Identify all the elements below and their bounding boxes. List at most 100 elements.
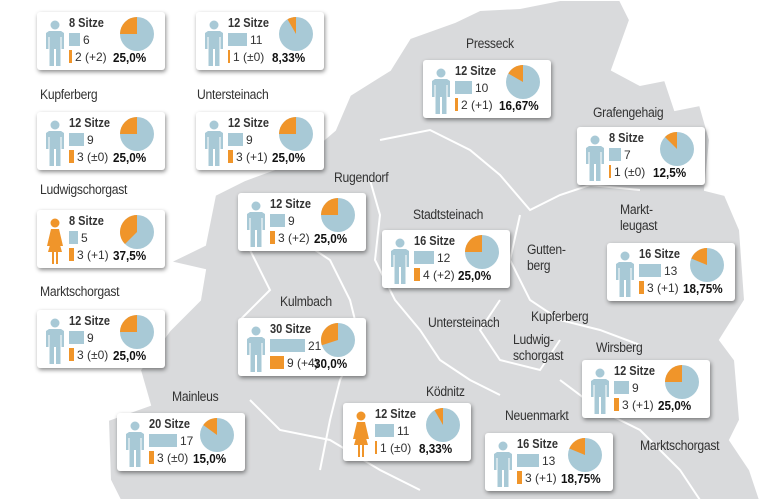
women-share-percent: 15,0%: [193, 451, 227, 466]
women-row: 3 (±0): [149, 450, 189, 465]
women-row: 2 (+1): [455, 98, 493, 112]
male-person-icon: [493, 441, 513, 492]
women-share-percent: 16,67%: [499, 98, 539, 113]
male-person-icon: [204, 120, 224, 171]
place-label-marktschorgast-left: Marktschorgast: [40, 284, 120, 299]
women-count: 3 (±0): [77, 347, 109, 362]
women-count: 3 (+2): [278, 230, 310, 245]
seat-card-rugendorf: 12 Sitze 9 3 (+2) 25,0%: [238, 193, 366, 251]
men-count: 13: [664, 263, 678, 278]
male-person-icon: [585, 135, 605, 186]
women-count: 3 (+1): [77, 247, 109, 262]
men-row: 10: [455, 81, 488, 95]
men-count: 11: [397, 423, 410, 438]
women-share-percent: 8,33%: [419, 441, 453, 456]
women-bar: [69, 348, 74, 361]
men-count: 9: [87, 330, 94, 345]
seat-count: 12 Sitze: [375, 407, 416, 421]
women-bar: [228, 50, 230, 63]
women-share-percent: 8,33%: [272, 50, 306, 65]
women-row: 3 (+1): [228, 150, 268, 164]
pie-women-slice: [120, 215, 137, 245]
place-label-marktschorgast-map: Marktschorgast: [640, 438, 720, 453]
women-share-pie: [119, 16, 155, 57]
women-bar: [69, 50, 72, 63]
men-row: 9: [69, 132, 94, 147]
women-share-percent: 30,0%: [314, 356, 348, 371]
men-count: 9: [288, 213, 295, 228]
women-share-percent: 25,0%: [314, 231, 348, 246]
women-row: 3 (+1): [639, 281, 679, 295]
men-count: 5: [81, 230, 88, 245]
seat-count: 8 Sitze: [69, 214, 104, 228]
male-person-icon: [390, 238, 410, 289]
pie-women-slice: [665, 365, 682, 382]
men-row: 12: [414, 251, 450, 265]
seat-card-untersteinach: 12 Sitze 9 3 (+1) 25,0%: [196, 112, 324, 170]
women-share-pie: [119, 116, 155, 157]
women-count: 3 (±0): [157, 450, 189, 465]
seat-count: 16 Sitze: [639, 247, 680, 261]
seat-card-wirsberg: 12 Sitze 9 3 (+1) 25,0%: [582, 360, 710, 418]
seat-card-marktleugast: 16 Sitze 13 3 (+1) 18,75%: [607, 243, 735, 301]
men-bar: [375, 424, 394, 437]
place-label-stadtsteinach: Stadtsteinach: [413, 207, 484, 222]
men-bar: [69, 133, 84, 146]
women-share-percent: 25,0%: [272, 150, 306, 165]
women-count: 3 (+1): [525, 470, 557, 485]
seat-count: 16 Sitze: [414, 234, 455, 248]
seat-count: 12 Sitze: [614, 364, 655, 378]
women-share-percent: 18,75%: [561, 471, 601, 486]
women-row: 2 (+2): [69, 49, 107, 64]
women-bar: [639, 281, 644, 294]
place-label-guttenberg: Gutten- berg: [527, 242, 566, 273]
place-label-ludwigschorgast-map: Ludwig- schorgast: [513, 332, 564, 363]
men-count: 17: [180, 433, 194, 448]
seat-count: 20 Sitze: [149, 417, 190, 431]
men-bar: [149, 434, 177, 447]
women-bar: [228, 150, 233, 163]
seat-card-ludwigschorgast: 8 Sitze 5 3 (+1) 37,5%: [37, 210, 165, 268]
men-count: 9: [246, 132, 253, 147]
seat-card-top-left-1: 8 Sitze 6 2 (+2) 25,0%: [37, 12, 165, 70]
women-share-pie: [464, 234, 500, 275]
women-bar: [69, 150, 74, 163]
male-person-icon: [45, 318, 65, 369]
women-share-pie: [689, 247, 725, 288]
place-label-koednitz: Ködnitz: [426, 384, 465, 399]
men-bar: [228, 33, 247, 46]
women-bar: [614, 398, 619, 411]
place-label-kupferberg-map: Kupferberg: [531, 309, 589, 324]
seat-count: 8 Sitze: [69, 16, 104, 30]
women-row: 3 (±0): [69, 347, 109, 362]
seat-card-kulmbach: 30 Sitze 21 9 (+4) 30,0%: [238, 318, 366, 376]
men-row: 9: [69, 330, 94, 345]
seat-count: 12 Sitze: [228, 16, 269, 30]
women-bar: [375, 441, 377, 454]
women-row: 3 (+2): [270, 230, 310, 245]
seat-count: 12 Sitze: [455, 64, 496, 78]
men-row: 11: [228, 33, 262, 47]
men-bar: [69, 33, 80, 46]
men-count: 9: [87, 132, 94, 147]
seat-count: 30 Sitze: [270, 322, 311, 336]
men-row: 5: [69, 230, 88, 245]
women-bar: [149, 451, 154, 464]
seat-count: 8 Sitze: [609, 131, 644, 145]
women-count: 1 (±0): [614, 164, 646, 179]
pie-women-slice: [508, 65, 523, 82]
seat-count: 12 Sitze: [270, 197, 311, 211]
women-share-pie: [278, 116, 314, 157]
place-label-kupferberg-left: Kupferberg: [40, 87, 98, 102]
men-count: 6: [83, 32, 90, 47]
male-person-icon: [45, 120, 65, 171]
place-label-presseck: Presseck: [466, 36, 514, 51]
pie-women-slice: [203, 418, 217, 435]
pie-women-slice: [434, 408, 443, 425]
men-bar: [270, 214, 285, 227]
women-count: 2 (+2): [75, 49, 107, 64]
women-share-pie: [664, 364, 700, 405]
women-count: 3 (+1): [622, 397, 654, 412]
women-share-percent: 12,5%: [653, 165, 687, 180]
male-person-icon: [590, 368, 610, 419]
